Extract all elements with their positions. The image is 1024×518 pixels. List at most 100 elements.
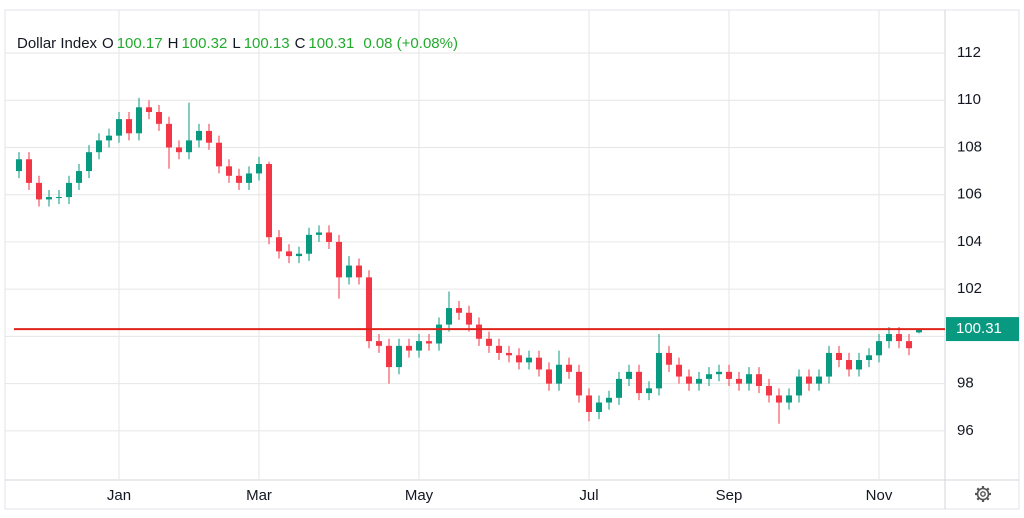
- legend-text: Dollar Index O 100.17 H 100.32 L 100.13 C 100.31…: [17, 35, 458, 52]
- change: 0.08 (+0.08%): [363, 35, 458, 52]
- candle-body: [756, 374, 762, 386]
- candle-body: [466, 312, 472, 325]
- candle-body: [296, 253, 302, 257]
- x-tick-label: Nov: [866, 487, 893, 504]
- candle-body: [506, 352, 512, 356]
- candle-body: [356, 265, 362, 278]
- candle-body: [56, 197, 62, 199]
- candle-body: [406, 345, 412, 351]
- candle-body: [166, 123, 172, 148]
- ohlc-label: O: [102, 35, 114, 52]
- candle-body: [126, 119, 132, 134]
- candle-body: [186, 140, 192, 153]
- x-tick-label: Mar: [246, 487, 272, 504]
- candle-body: [266, 163, 272, 238]
- ohlc-value: 100.13: [244, 35, 290, 52]
- candle-body: [576, 371, 582, 396]
- y-tick-label: 110: [957, 91, 981, 108]
- candle-body: [206, 130, 212, 143]
- candle-body: [26, 159, 32, 183]
- y-tick-label: 104: [957, 233, 982, 250]
- candle-body: [86, 152, 92, 172]
- candle-body: [236, 175, 242, 183]
- candle-body: [676, 364, 682, 377]
- candle-body: [606, 397, 612, 403]
- candle-body: [876, 341, 882, 356]
- candle-body: [656, 352, 662, 389]
- candle-body: [686, 376, 692, 384]
- candle-body: [486, 338, 492, 346]
- candle-body: [616, 378, 622, 398]
- candle-body: [336, 241, 342, 278]
- candle-body: [46, 197, 52, 200]
- candle-body: [556, 364, 562, 384]
- candle-body: [646, 388, 652, 394]
- settings-icon[interactable]: [975, 486, 991, 502]
- candle-body: [196, 130, 202, 141]
- candle-body: [856, 360, 862, 370]
- candle-body: [136, 107, 142, 134]
- y-tick-label: 96: [957, 422, 974, 439]
- candle-body: [746, 374, 752, 384]
- candle-body: [636, 371, 642, 394]
- candle-body: [96, 140, 102, 153]
- ohlc-value: 100.17: [117, 35, 163, 52]
- candle-body: [586, 395, 592, 412]
- candle-body: [16, 159, 22, 172]
- candle-body: [426, 341, 432, 344]
- y-tick-label: 108: [957, 138, 982, 155]
- candle-body: [546, 369, 552, 384]
- price-label: 100.31: [956, 320, 1002, 337]
- candle-body: [366, 277, 372, 342]
- candle-body: [706, 374, 712, 379]
- ohlc-value: 100.32: [181, 35, 227, 52]
- candle-body: [816, 376, 822, 384]
- ohlc-value: 100.31: [308, 35, 354, 52]
- price-label-box: [946, 317, 1019, 342]
- candle-body: [106, 135, 112, 141]
- candle-body: [216, 142, 222, 167]
- y-tick-label: 98: [957, 375, 974, 392]
- candle-body: [286, 251, 292, 257]
- candle-body: [726, 371, 732, 379]
- candle-body: [766, 386, 772, 396]
- candle-body: [696, 378, 702, 384]
- candle-body: [736, 378, 742, 384]
- candle-body: [846, 360, 852, 370]
- legend: Dollar Index O 100.17 H 100.32 L 100.13 C 100.31…: [17, 35, 458, 52]
- candle-body: [36, 182, 42, 200]
- symbol-name: Dollar Index: [17, 35, 98, 52]
- candle-body: [446, 308, 452, 325]
- candle-body: [866, 355, 872, 361]
- x-tick-label: Jul: [579, 487, 598, 504]
- candle-body: [436, 324, 442, 344]
- ohlc-label: C: [295, 35, 306, 52]
- candle-body: [516, 355, 522, 363]
- x-tick-label: Sep: [716, 487, 743, 504]
- y-tick-label: 106: [957, 186, 982, 203]
- candle-body: [566, 364, 572, 372]
- candle-body: [626, 371, 632, 379]
- candle-body: [76, 171, 82, 183]
- candle-body: [306, 234, 312, 254]
- candle-body: [916, 329, 922, 333]
- candle-body: [496, 345, 502, 353]
- candle-body: [376, 341, 382, 346]
- ohlc-label: L: [232, 35, 240, 52]
- candle-body: [386, 345, 392, 368]
- candle-body: [776, 395, 782, 403]
- candle-body: [176, 147, 182, 153]
- candle-body: [476, 324, 482, 339]
- candle-body: [716, 371, 722, 375]
- candle-body: [146, 107, 152, 113]
- candle-body: [806, 376, 812, 384]
- candle-body: [906, 341, 912, 349]
- candle-body: [526, 357, 532, 363]
- frame: [4, 9, 1020, 510]
- candle-body: [416, 341, 422, 351]
- candle-body: [66, 182, 72, 198]
- candle-body: [826, 352, 832, 377]
- candle-body: [666, 352, 672, 365]
- y-tick-label: 112: [957, 44, 981, 61]
- candle-body: [456, 308, 462, 313]
